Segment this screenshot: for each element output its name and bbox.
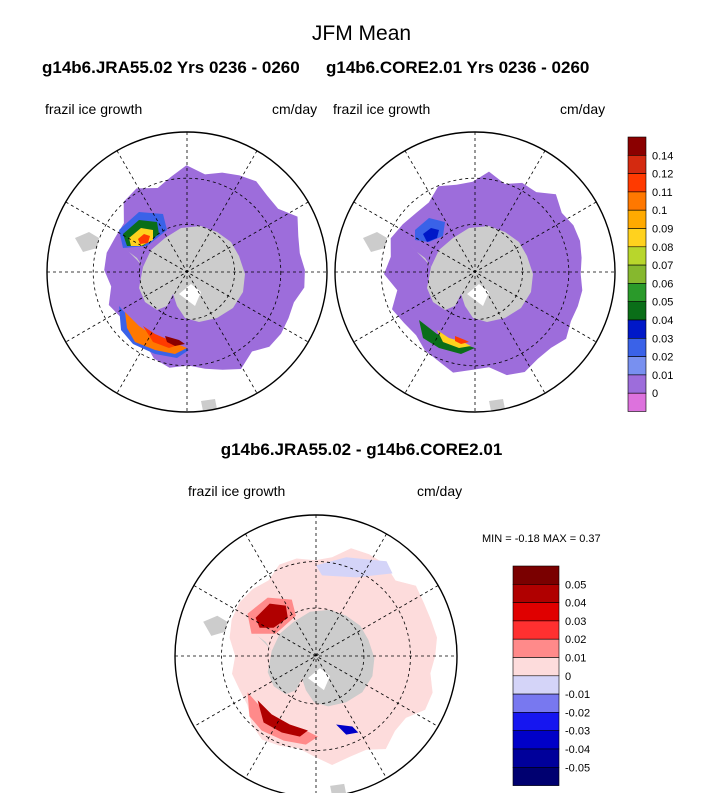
top-colorbar-box [627,301,647,321]
right-field-region-5 [455,336,469,344]
top-colorbar-box [627,374,647,394]
top-colorbar-box [627,191,647,211]
top-colorbar-label: 0.01 [652,370,673,382]
right-case-title: g14b6.CORE2.01 Yrs 0236 - 0260 [326,58,590,77]
left-field-region-4 [138,234,150,244]
right-map [334,131,616,413]
top-colorbar-box [627,337,647,357]
left-field-label: frazil ice growth [45,101,143,117]
right-ross-ice-shelf [467,284,489,306]
diff-field-region-5 [257,700,308,737]
diff-antarctica-land [267,609,375,707]
right-field-label: frazil ice growth [333,101,431,117]
left-case-title: g14b6.JRA55.02 Yrs 0236 - 0260 [42,58,300,77]
diff-colorbar-box [512,583,560,603]
diff-field-region-3 [255,603,288,628]
diff-colorbar-box [512,638,560,658]
top-colorbar-label: 0.14 [652,150,673,162]
diff-south-america-land [203,615,228,636]
top-colorbar-box [627,246,647,266]
diff-colorbar-label: -0.04 [565,744,590,756]
left-field [75,165,305,411]
right-south-america-land [363,232,387,252]
top-colorbar-label: 0.08 [652,242,673,254]
diff-ross-ice-shelf [307,668,330,691]
diff-colorbar-box [512,602,560,622]
top-colorbar-label: 0.06 [652,278,673,290]
left-south-america-land [75,232,99,252]
top-colorbar-box [627,228,647,248]
top-colorbar-box [627,356,647,376]
top-colorbar-box [627,319,647,339]
right-latitude-circle [380,177,570,367]
left-antarctica-land [139,226,245,322]
diff-units-label: cm/day [417,483,463,499]
left-field-region-8 [165,336,185,346]
diff-meridian-line [193,585,439,727]
diff-colorbar-box [512,693,560,713]
left-meridian-line [65,201,309,343]
top-colorbar-box [627,136,647,156]
diff-colorbar-label: -0.05 [565,762,590,774]
top-colorbar-label: 0.09 [652,224,673,236]
diff-field-label: frazil ice growth [188,483,286,499]
left-ross-ice-shelf [179,284,201,306]
left-latitude-circle [92,177,282,367]
diff-colorbar-label: 0 [565,671,571,683]
diff-colorbar-box [512,712,560,732]
diff-colorbar-box [512,565,560,585]
right-field [363,171,583,411]
left-map-boundary [46,131,328,413]
diff-colorbar-label: 0.03 [565,616,586,628]
right-field-region-2 [423,228,439,242]
top-colorbar-label: 0.05 [652,297,673,309]
top-colorbar-label: 0.1 [652,205,667,217]
diff-colorbar-label: -0.02 [565,707,590,719]
diff-colorbar-box [512,766,560,786]
right-new-zealand-land [489,399,505,411]
right-units-label: cm/day [560,101,606,117]
top-colorbar-label: 0.12 [652,169,673,181]
top-colorbar-label: 0 [652,388,658,400]
diff-map-boundary [174,514,458,793]
diff-colorbar-box [512,620,560,640]
diff-colorbar-label: -0.01 [565,689,590,701]
diff-colorbar-label: -0.03 [565,726,590,738]
diff-colorbar-box [512,675,560,695]
top-colorbar-box [627,155,647,174]
top-colorbar-box [627,173,647,193]
top-colorbar-label: 0.07 [652,260,673,272]
diff-field-region-6 [336,724,359,735]
diff-field-region-1 [316,557,393,578]
left-map [46,131,328,413]
top-colorbar-label: 0.04 [652,315,673,327]
diff-colorbar-label: 0.04 [565,598,586,610]
top-colorbar-box [627,264,647,284]
right-map-boundary [334,131,616,413]
diff-colorbar-box [512,730,560,750]
top-colorbar-box [627,283,647,302]
left-new-zealand-land [201,399,217,411]
figure-title: JFM Mean [311,22,412,45]
top-colorbar-label: 0.11 [652,187,673,199]
top-colorbar-box [627,392,647,412]
diff-colorbar-label: 0.05 [565,579,586,591]
diff-map [174,514,458,793]
diff-colorbar-label: 0.02 [565,634,586,646]
diff-field [203,548,437,793]
top-colorbar-label: 0.03 [652,333,673,345]
diff-colorbar-label: 0.01 [565,653,586,665]
left-units-label: cm/day [272,101,318,117]
top-colorbar-box [627,209,647,229]
diff-title: g14b6.JRA55.02 - g14b6.CORE2.01 [220,440,503,459]
right-antarctica-land [427,226,533,322]
top-colorbar-label: 0.02 [652,352,673,364]
right-meridian-line [353,201,597,343]
diff-colorbar-box [512,657,560,677]
diff-min-max-label: MIN = -0.18 MAX = 0.37 [482,533,601,545]
diff-colorbar-box [512,748,560,768]
